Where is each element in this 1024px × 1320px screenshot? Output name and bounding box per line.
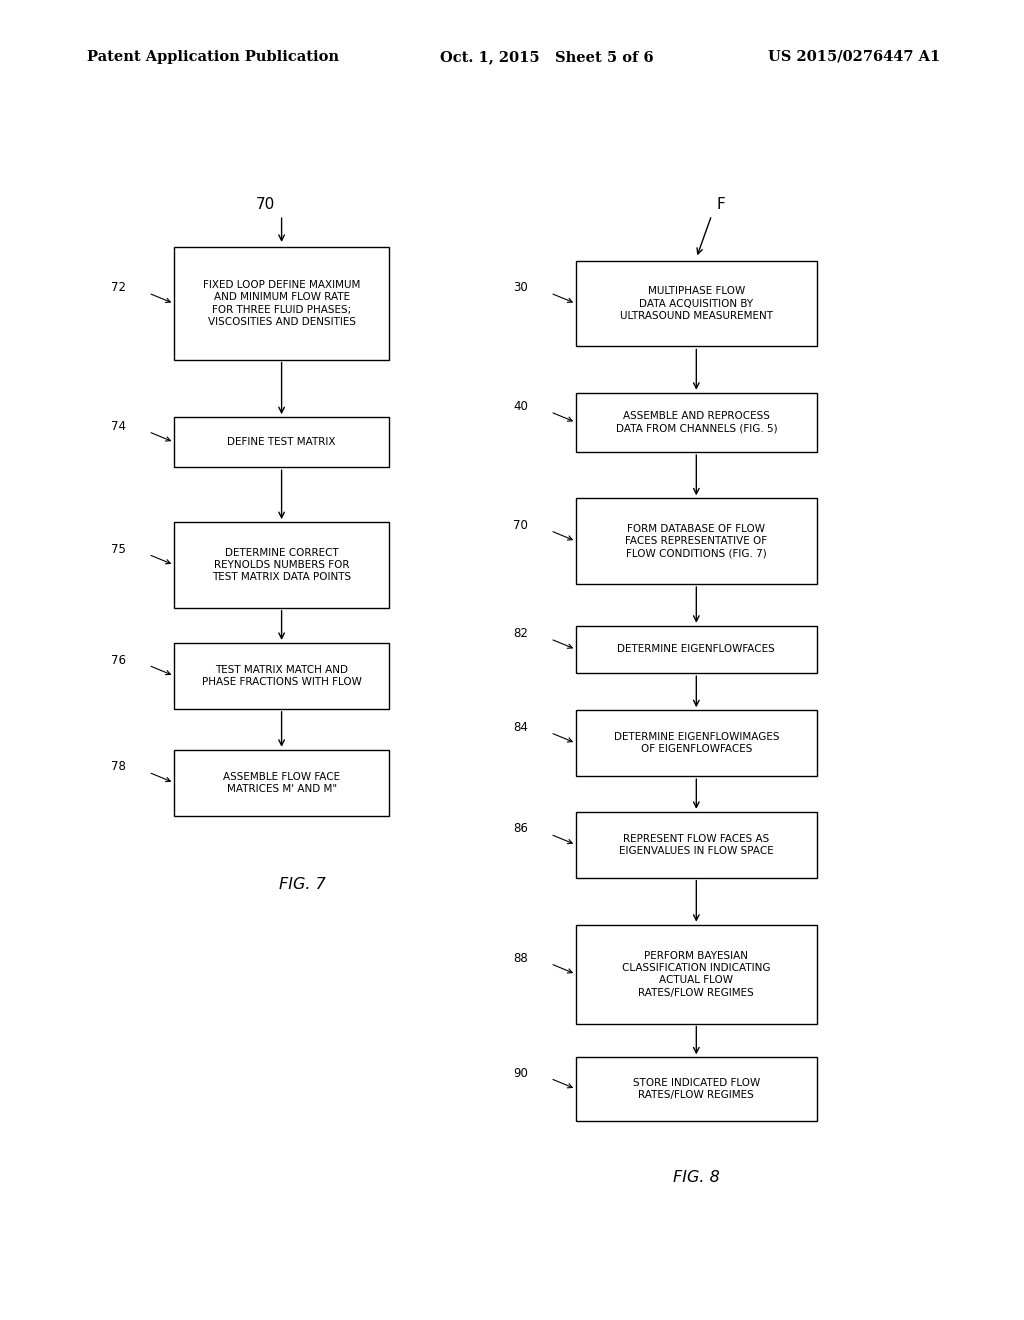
Text: Patent Application Publication: Patent Application Publication [87, 50, 339, 63]
Text: FIG. 7: FIG. 7 [279, 876, 326, 892]
Text: F: F [717, 197, 726, 213]
Text: TEST MATRIX MATCH AND
PHASE FRACTIONS WITH FLOW: TEST MATRIX MATCH AND PHASE FRACTIONS WI… [202, 665, 361, 686]
Text: ASSEMBLE FLOW FACE
MATRICES M' AND M": ASSEMBLE FLOW FACE MATRICES M' AND M" [223, 772, 340, 793]
Text: FORM DATABASE OF FLOW
FACES REPRESENTATIVE OF
FLOW CONDITIONS (FIG. 7): FORM DATABASE OF FLOW FACES REPRESENTATI… [626, 524, 767, 558]
Text: REPRESENT FLOW FACES AS
EIGENVALUES IN FLOW SPACE: REPRESENT FLOW FACES AS EIGENVALUES IN F… [618, 834, 774, 855]
Text: 70: 70 [256, 197, 275, 213]
Bar [575, 812, 817, 878]
Text: 75: 75 [111, 543, 126, 556]
Text: US 2015/0276447 A1: US 2015/0276447 A1 [768, 50, 940, 63]
Text: 88: 88 [513, 952, 528, 965]
Text: DETERMINE EIGENFLOWIMAGES
OF EIGENFLOWFACES: DETERMINE EIGENFLOWIMAGES OF EIGENFLOWFA… [613, 733, 779, 754]
Text: 90: 90 [513, 1067, 528, 1080]
Text: 78: 78 [111, 760, 126, 774]
Text: 70: 70 [513, 519, 528, 532]
Text: 72: 72 [111, 281, 126, 294]
Text: FIXED LOOP DEFINE MAXIMUM
AND MINIMUM FLOW RATE
FOR THREE FLUID PHASES;
VISCOSIT: FIXED LOOP DEFINE MAXIMUM AND MINIMUM FL… [203, 280, 360, 327]
Bar [575, 710, 817, 776]
Text: DETERMINE EIGENFLOWFACES: DETERMINE EIGENFLOWFACES [617, 644, 775, 655]
Text: 40: 40 [513, 400, 528, 413]
Text: 30: 30 [513, 281, 528, 294]
Bar [575, 1057, 817, 1121]
Text: FIG. 8: FIG. 8 [673, 1170, 720, 1185]
Bar [575, 626, 817, 673]
Bar [575, 924, 817, 1024]
Bar [174, 417, 389, 467]
Text: DETERMINE CORRECT
REYNOLDS NUMBERS FOR
TEST MATRIX DATA POINTS: DETERMINE CORRECT REYNOLDS NUMBERS FOR T… [212, 548, 351, 582]
Bar [575, 392, 817, 451]
Text: MULTIPHASE FLOW
DATA ACQUISITION BY
ULTRASOUND MEASUREMENT: MULTIPHASE FLOW DATA ACQUISITION BY ULTR… [620, 286, 773, 321]
Text: 74: 74 [111, 420, 126, 433]
Text: 82: 82 [513, 627, 528, 640]
Bar [174, 750, 389, 816]
Bar [174, 643, 389, 709]
Text: PERFORM BAYESIAN
CLASSIFICATION INDICATING
ACTUAL FLOW
RATES/FLOW REGIMES: PERFORM BAYESIAN CLASSIFICATION INDICATI… [622, 950, 771, 998]
Bar [575, 498, 817, 583]
Bar [174, 248, 389, 359]
Bar [575, 261, 817, 346]
Text: 76: 76 [111, 653, 126, 667]
Text: 86: 86 [513, 822, 528, 836]
Text: DEFINE TEST MATRIX: DEFINE TEST MATRIX [227, 437, 336, 447]
Text: Oct. 1, 2015   Sheet 5 of 6: Oct. 1, 2015 Sheet 5 of 6 [440, 50, 654, 63]
Text: 84: 84 [513, 721, 528, 734]
Text: STORE INDICATED FLOW
RATES/FLOW REGIMES: STORE INDICATED FLOW RATES/FLOW REGIMES [633, 1078, 760, 1100]
Text: ASSEMBLE AND REPROCESS
DATA FROM CHANNELS (FIG. 5): ASSEMBLE AND REPROCESS DATA FROM CHANNEL… [615, 412, 777, 433]
Bar [174, 521, 389, 607]
